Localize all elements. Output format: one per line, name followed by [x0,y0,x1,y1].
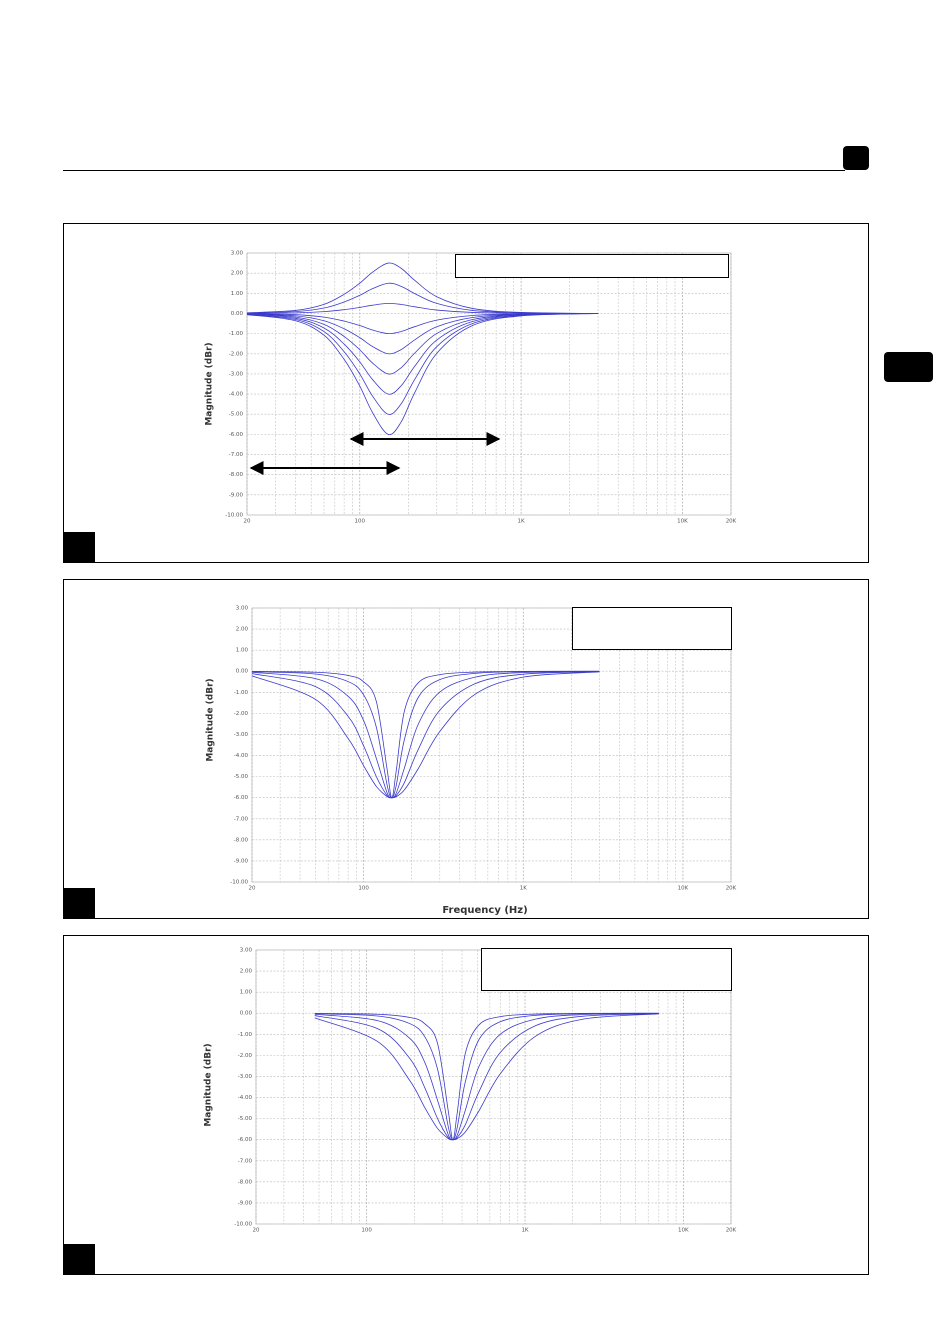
x-tick-label: 20 [253,1228,260,1234]
x-tick-label: 10K [678,886,689,892]
plot-area [255,949,732,1225]
chart: 20 100 1K 10K 20K 3.00 2.00 1.00 0.00 -1.00 -2.00 -… [206,606,737,917]
y-tick-label: -2.00 [229,351,244,357]
y-tick-label: -6.00 [234,795,249,801]
y-tick-label: -3.00 [238,1074,253,1080]
y-tick-label: -8.00 [238,1179,253,1185]
figure-frame [63,935,869,1275]
header-badge [843,146,869,170]
figure-frame [63,579,869,919]
y-tick-label: -10.00 [230,880,248,886]
legend-box [455,254,729,278]
y-axis-title: Magnitude (dBr) [205,342,215,425]
y-tick-label: 0.00 [231,311,244,317]
figure-badge [63,888,95,918]
response-curve [246,282,599,314]
x-tick-label: 20 [244,519,251,525]
figure-frame [63,223,869,563]
x-tick-label: 100 [361,1228,372,1234]
y-tick-label: -4.00 [238,1095,253,1101]
plots: 20 100 1K 10K 20K 3.00 2.00 1.00 0.00 -1.00 -2.00 -… [204,251,737,1234]
figure-badge [63,532,95,562]
legend-box [572,607,732,650]
chart: 20 100 1K 10K 20K 3.00 2.00 1.00 0.00 -1.00 -2.00 -… [204,948,737,1234]
response-curve [246,313,599,395]
response-curve [246,313,599,375]
y-tick-label: -2.00 [234,711,249,717]
response-curve [251,670,600,799]
response-curve [314,1012,659,1141]
plot-area [246,252,732,516]
y-tick-label: -10.00 [225,513,243,519]
y-tick-label: -9.00 [234,858,249,864]
y-tick-label: 1.00 [236,648,249,654]
y-tick-label: -2.00 [238,1053,253,1059]
y-tick-label: 0.00 [240,1011,253,1017]
y-tick-label: 2.00 [240,969,253,975]
y-tick-label: 3.00 [231,251,244,257]
y-tick-label: -7.00 [229,452,244,458]
y-tick-label: -8.00 [229,472,244,478]
y-tick-label: -4.00 [234,753,249,759]
plot-area [251,607,732,883]
x-tick-label: 20K [726,1228,737,1234]
y-tick-label: 2.00 [231,271,244,277]
x-tick-label: 10K [678,1228,689,1234]
y-tick-label: -9.00 [238,1200,253,1206]
y-tick-label: -1.00 [229,331,244,337]
x-tick-label: 1K [520,886,527,892]
response-curve [314,1012,659,1141]
response-curve [246,313,599,355]
response-curve [251,671,600,799]
y-tick-label: 0.00 [236,669,249,675]
y-tick-label: -6.00 [229,432,244,438]
response-curve [251,670,600,799]
y-tick-label: 2.00 [236,627,249,633]
y-tick-label: 3.00 [236,606,249,612]
side-tab [884,352,933,382]
response-curve [246,313,599,335]
x-tick-label: 100 [358,886,369,892]
y-tick-label: -1.00 [238,1032,253,1038]
y-axis-title: Magnitude (dBr) [204,1043,214,1126]
x-axis-title: Frequency (Hz) [442,905,527,916]
y-tick-label: -8.00 [234,837,249,843]
y-tick-label: -3.00 [229,371,244,377]
response-curve [246,262,599,314]
y-tick-label: -4.00 [229,392,244,398]
y-tick-label: 3.00 [240,948,253,954]
x-tick-label: 20 [249,886,256,892]
response-curve [314,1013,659,1141]
y-tick-label: -1.00 [234,690,249,696]
y-tick-label: -9.00 [229,492,244,498]
y-tick-label: -5.00 [234,774,249,780]
y-tick-label: -7.00 [234,816,249,822]
y-tick-label: -5.00 [229,412,244,418]
y-tick-label: -3.00 [234,732,249,738]
x-tick-label: 100 [355,519,366,525]
x-tick-label: 1K [518,519,525,525]
y-tick-label: -10.00 [234,1222,252,1228]
x-tick-label: 20K [726,519,737,525]
x-tick-label: 10K [677,519,688,525]
figure-badge [63,1244,95,1274]
x-tick-label: 20K [726,886,737,892]
y-tick-label: -7.00 [238,1158,253,1164]
y-tick-label: 1.00 [231,291,244,297]
chart: 20 100 1K 10K 20K 3.00 2.00 1.00 0.00 -1.00 -2.00 -… [205,251,737,525]
response-curve [246,302,599,314]
y-axis-title: Magnitude (dBr) [206,678,216,761]
y-tick-label: -6.00 [238,1137,253,1143]
legend-box [481,948,732,991]
response-curve [246,313,599,415]
y-tick-label: 1.00 [240,990,253,996]
y-tick-label: -5.00 [238,1116,253,1122]
x-tick-label: 1K [521,1228,528,1234]
